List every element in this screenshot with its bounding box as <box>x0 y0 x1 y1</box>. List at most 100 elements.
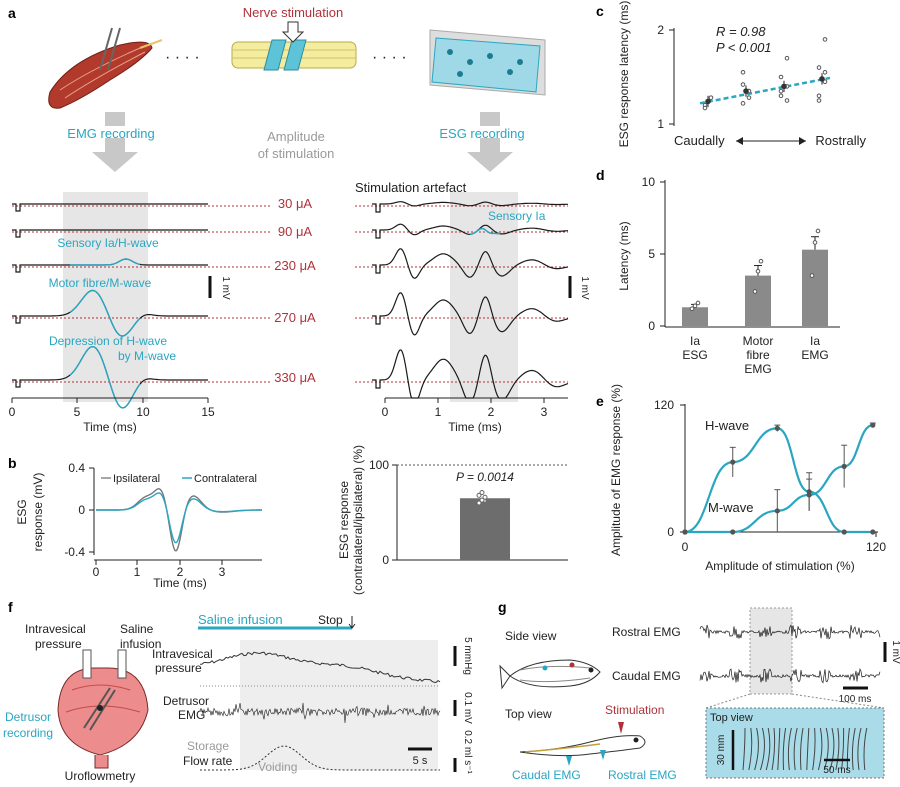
e-xtick-0: 0 <box>682 540 689 554</box>
f-stop: Stop <box>318 613 343 627</box>
f-scale-emg: 0.1 mV <box>462 692 473 724</box>
label-sensory-ia: Sensory Ia <box>488 209 546 223</box>
amplitude-3: 270 μA <box>274 310 316 325</box>
x-tick-left-1: 5 <box>74 405 81 419</box>
g-inset-ms: 50 ms <box>823 765 850 776</box>
g-inset-fish-1 <box>748 727 753 771</box>
e-xtick-120: 120 <box>866 540 886 554</box>
panel-label-g: g <box>498 599 507 615</box>
d-bar-2 <box>802 249 828 326</box>
esg-recording-label: ESG recording <box>439 126 524 141</box>
g-inset-fish-19 <box>851 727 856 771</box>
legend-ipsilateral: Ipsilateral <box>113 473 160 485</box>
e-point-0-4 <box>841 529 847 535</box>
f-saline-1: Saline <box>120 622 154 636</box>
b-ytick-0: 0.4 <box>68 461 85 475</box>
e-line-1 <box>685 424 874 534</box>
amplitude-label-1: Amplitude <box>267 129 325 144</box>
c-ytick-2: 2 <box>657 23 664 37</box>
g-inset-fish-17 <box>841 727 845 771</box>
g-stimulation: Stimulation <box>605 703 664 717</box>
scale-left-label: 1 mV <box>220 276 231 300</box>
nerve-stimulation-label: Nerve stimulation <box>243 5 343 20</box>
d-cat-1-l1: Motor <box>743 334 774 348</box>
g-inset-fish-20 <box>857 727 862 771</box>
label-stim-artefact: Stimulation artefact <box>355 180 467 195</box>
f-trace-detrusor-1: Detrusor <box>163 694 209 708</box>
g-inset-fish-12 <box>812 727 816 771</box>
x-label-left: Time (ms) <box>83 420 137 434</box>
g-rostral-trace-label: Rostral EMG <box>612 625 681 639</box>
f-scale-flow: 0.2 ml s⁻¹ <box>462 730 473 774</box>
amplitude-2: 230 μA <box>274 258 316 273</box>
arrow-right <box>467 112 513 172</box>
g-rostral-emg-label: Rostral EMG <box>608 768 677 782</box>
g-inset-fish-18 <box>846 727 850 771</box>
e-series-h: H-wave <box>705 418 749 433</box>
dots-right: · · · · <box>372 49 407 66</box>
g-top-view: Top view <box>505 707 552 721</box>
f-pressure-trace <box>199 651 441 684</box>
c-xlabel-right: Rostrally <box>815 133 866 148</box>
d-point-1-2 <box>758 258 764 264</box>
d-point-2-0 <box>809 273 815 278</box>
g-caudal-trace-label: Caudal EMG <box>612 669 681 683</box>
g-side-view: Side view <box>505 629 557 643</box>
g-emg-traces <box>699 624 881 684</box>
d-point-0-1 <box>692 303 698 309</box>
g-inset-fish-5 <box>771 727 776 771</box>
g-zoom-line-right <box>791 693 885 709</box>
e-point-1-3 <box>806 492 812 498</box>
panel-label-e: e <box>596 393 604 409</box>
g-scale-mv: 1 mV <box>890 640 900 664</box>
c-marks <box>699 37 831 111</box>
g-inset-top-view: Top view <box>710 712 753 724</box>
f-shaded-window <box>240 640 438 770</box>
b-bar-ylabel-2: (contralateral/ipsilateral) (%) <box>351 445 365 595</box>
d-ytick-0: 0 <box>648 319 655 333</box>
e-point-0-2 <box>774 425 780 431</box>
amplitude-0: 30 μA <box>278 196 313 211</box>
e-series-m: M-wave <box>708 500 754 515</box>
g-inset-fish-15 <box>829 727 835 771</box>
amplitude-label-2: of stimulation <box>258 146 335 161</box>
x-tick-right-1: 1 <box>435 405 442 419</box>
emg-trace-highlight-4 <box>69 346 141 409</box>
emg-trace-highlight-3 <box>69 289 141 337</box>
c-point-1-3 <box>746 95 752 100</box>
d-cat-0-l2: ESG <box>682 348 707 362</box>
c-point-3-2 <box>816 65 822 70</box>
b-bar-point-1 <box>479 497 485 503</box>
f-trace-detrusor-2: EMG <box>178 708 205 722</box>
fish-top-illustration <box>519 722 646 766</box>
c-point-2-2 <box>778 74 784 80</box>
f-detrusor-1: Detrusor <box>5 710 51 724</box>
panel-label-d: d <box>596 167 605 183</box>
b-bar-ylabel-1: ESG response <box>337 481 351 559</box>
e-point-1-5 <box>870 422 876 428</box>
nerve-illustration <box>231 39 357 71</box>
d-axes <box>660 180 840 328</box>
b-bar-point-3 <box>476 492 482 498</box>
label-depression-2: by M-wave <box>118 349 176 363</box>
d-cat-0-l1: Ia <box>690 334 700 348</box>
label-depression-1: Depression of H-wave <box>49 334 167 348</box>
d-ytick-5: 5 <box>648 247 655 261</box>
g-inset-fish-8 <box>787 727 792 771</box>
e-marks <box>682 422 876 535</box>
c-xlabel-left: Caudally <box>674 133 725 148</box>
c-mean-3 <box>819 76 825 82</box>
g-inset-fish-3 <box>759 727 765 771</box>
panel-label-f: f <box>8 599 13 615</box>
f-scale-time: 5 s <box>413 755 428 767</box>
f-trace-intravesical-1: Intravesical <box>152 647 213 661</box>
d-bar-0 <box>682 307 708 326</box>
b-bar-ytick-1: 0 <box>382 553 389 567</box>
dots-left: · · · · <box>165 49 200 66</box>
c-ylabel: ESG response latency (ms) <box>617 1 631 148</box>
c-point-3-1 <box>822 79 828 84</box>
x-tick-right-3: 3 <box>541 405 548 419</box>
g-inset-fish-4 <box>765 727 771 771</box>
f-emg-trace <box>199 702 441 724</box>
panel-label-c: c <box>596 3 604 19</box>
